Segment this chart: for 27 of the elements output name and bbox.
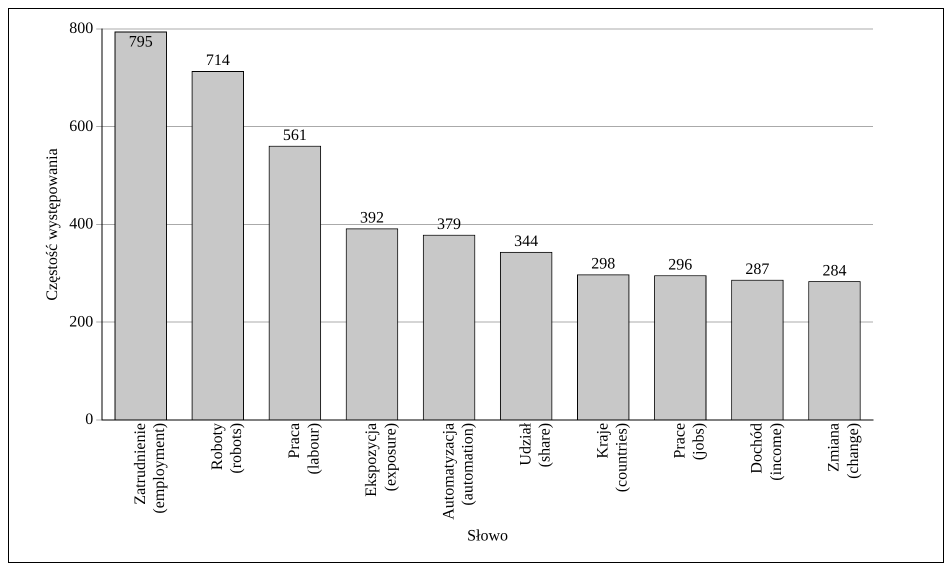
data-label: 392 [360,210,384,227]
data-label: 561 [282,127,307,144]
x-axis-title: Słowo [467,528,508,545]
data-label: 287 [745,260,770,278]
data-label: 296 [668,256,692,274]
y-tick-label: 800 [69,20,94,38]
y-tick-label: 200 [69,313,94,330]
x-tick-label: Kraje (countries) [594,422,631,492]
data-label: 795 [128,34,153,51]
data-label: 298 [591,256,616,273]
x-tick-label: Dochód (income) [748,422,785,481]
x-tick-label: Udział (share) [517,422,554,468]
x-tick-label: Prace (jobs) [672,422,708,460]
x-tick-label: Roboty (robots) [209,422,246,474]
y-tick-label: 600 [69,118,94,135]
data-label: 284 [822,262,846,280]
data-label: 344 [514,233,538,250]
x-tick-label: Praca (labour) [286,422,322,474]
data-label: 714 [206,52,230,70]
x-tick-label: Zatrudnienie (employment) [132,422,168,514]
y-tick-label: 400 [69,216,94,233]
x-tick-label: Automatyzacja (automation) [440,422,476,520]
y-tick-label: 0 [85,411,94,428]
x-tick-label: Zmiana (change) [826,422,862,479]
y-axis-title: Częstość występowania [44,148,61,301]
data-label: 379 [437,216,462,233]
x-tick-label: Ekspozycja (exposure) [363,422,400,497]
